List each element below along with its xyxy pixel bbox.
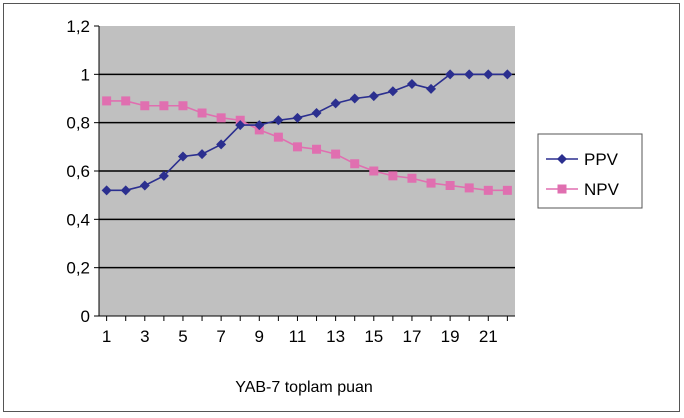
y-tick-label: 0,6 [66, 162, 90, 181]
data-point-npv [216, 113, 226, 123]
legend-box [537, 133, 643, 209]
data-point-ppv [311, 108, 322, 118]
x-tick-label: 7 [216, 327, 225, 346]
legend-label-npv: NPV [584, 180, 620, 199]
x-tick-label: 11 [289, 327, 307, 346]
data-point-npv [407, 173, 417, 183]
x-tick-label: 3 [140, 327, 149, 346]
data-point-ppv [235, 120, 246, 131]
data-point-npv [102, 96, 112, 106]
legend-label-ppv: PPV [584, 150, 619, 169]
data-point-npv [502, 185, 512, 195]
y-tick-label: 0 [81, 307, 90, 326]
data-point-npv [426, 178, 436, 188]
data-point-ppv [292, 112, 303, 123]
data-point-ppv [483, 69, 494, 80]
y-tick-label: 0,4 [66, 210, 90, 229]
data-point-ppv [426, 83, 437, 94]
y-tick-label: 0,2 [66, 259, 90, 278]
data-point-ppv [464, 69, 475, 80]
series-layer [101, 69, 513, 196]
data-point-npv [350, 159, 360, 169]
data-point-ppv [387, 86, 398, 97]
data-point-npv [197, 108, 207, 118]
line-chart: 00,20,40,60,811,21 3 5 7 9 11 13 15 17 19 21 PPVNP… [66, 17, 643, 396]
y-tick-label: 1 [81, 65, 90, 84]
data-point-ppv [158, 170, 169, 181]
x-tick-label: 5 [178, 327, 187, 346]
axes: 00,20,40,60,811,21 3 5 7 9 11 13 15 17 19 21 [66, 17, 515, 346]
data-point-ppv [330, 98, 341, 109]
x-tick-label: 21 [479, 327, 498, 346]
data-point-ppv [502, 69, 513, 80]
data-point-ppv [349, 93, 360, 104]
data-point-ppv [368, 91, 379, 102]
data-point-npv [159, 101, 169, 111]
x-tick-label: 17 [402, 327, 421, 346]
data-point-ppv [101, 185, 112, 196]
data-point-npv [178, 101, 188, 111]
y-tick-label: 1,2 [66, 17, 90, 36]
data-point-ppv [177, 151, 188, 162]
data-point-ppv [120, 185, 131, 196]
data-point-ppv [445, 69, 456, 80]
x-axis-title: YAB-7 toplam puan [235, 379, 373, 396]
x-tick-label: 19 [441, 327, 460, 346]
data-point-npv [273, 132, 283, 142]
x-tick-label: 9 [255, 327, 264, 346]
data-point-npv [292, 142, 302, 152]
x-tick-label: 15 [364, 327, 383, 346]
y-tick-label: 0,8 [66, 114, 90, 133]
data-point-npv [445, 181, 455, 190]
chart-frame: 0 0,2 0,4 0,6 0,8 1 1,2 1 3 5 7 9 11 13 15 17 19 21 PPV NP… [3, 3, 680, 412]
data-point-npv [369, 166, 379, 176]
data-point-npv [121, 96, 131, 106]
series-ppv [101, 69, 513, 196]
data-point-npv [312, 144, 322, 154]
legend: PPV NPV [537, 133, 643, 209]
data-point-ppv [139, 180, 150, 191]
x-tick-label: 1 [102, 327, 111, 346]
legend-marker-ppv [557, 154, 567, 164]
data-point-ppv [406, 79, 417, 89]
data-point-npv [388, 171, 398, 181]
data-point-ppv [273, 115, 284, 126]
data-point-npv [140, 101, 150, 111]
data-point-ppv [197, 149, 208, 160]
series-line-npv [106, 100, 508, 192]
data-point-npv [464, 183, 474, 193]
series-line-ppv [106, 73, 508, 192]
data-point-npv [483, 185, 493, 195]
data-point-ppv [216, 139, 227, 150]
data-point-npv [331, 149, 341, 159]
data-point-ppv [254, 120, 265, 131]
legend-marker-npv [557, 184, 567, 194]
x-tick-label: 13 [326, 327, 345, 346]
